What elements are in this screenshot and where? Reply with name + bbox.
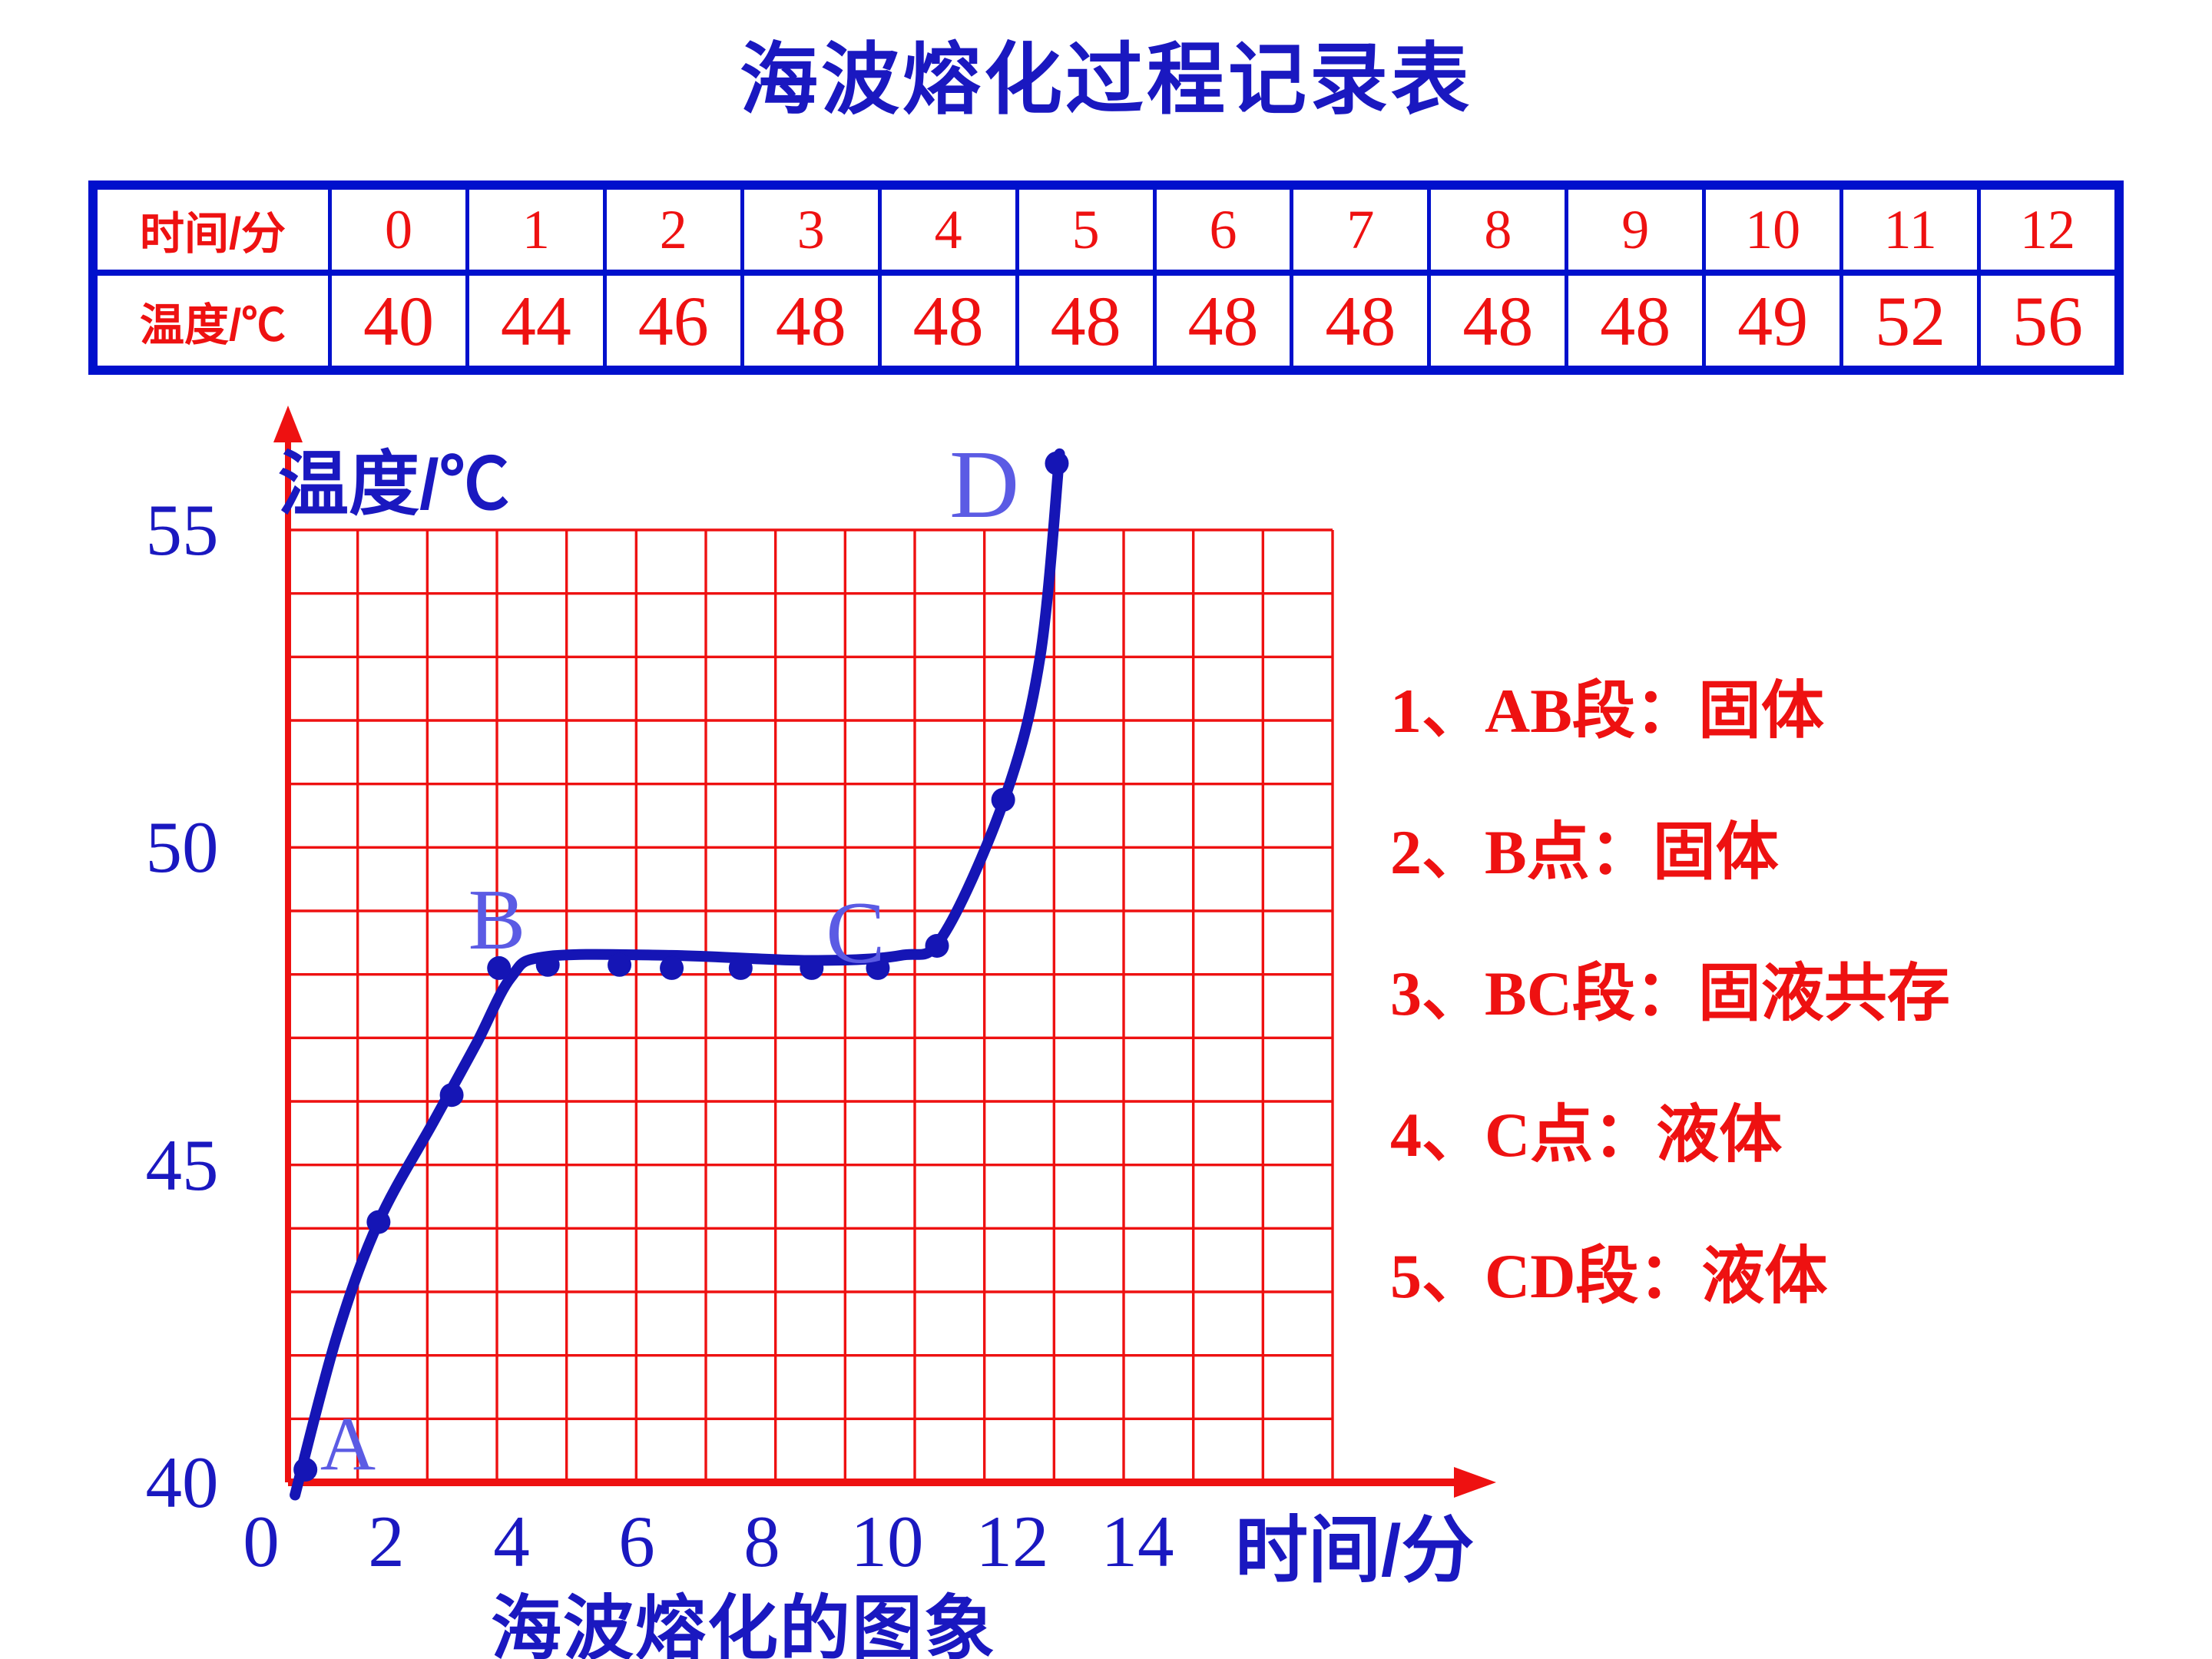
data-point-dot bbox=[608, 952, 632, 977]
y-axis-title: 温度/℃ bbox=[278, 445, 510, 524]
y-axis-arrow-icon bbox=[273, 406, 303, 442]
point-label-A: A bbox=[320, 1401, 376, 1487]
data-point-dot bbox=[728, 955, 753, 980]
data-point-dot bbox=[660, 955, 684, 980]
table-cell-time-10: 10 bbox=[1706, 190, 1840, 270]
annotation-item-1: 1、AB段：固体 bbox=[1390, 676, 1824, 746]
data-point-dot bbox=[1045, 451, 1069, 475]
y-tick-label-40: 40 bbox=[145, 1442, 219, 1523]
table-cell-temp-4: 48 bbox=[881, 276, 1015, 366]
annotation-item-5: 5、CD段：液体 bbox=[1390, 1241, 1828, 1311]
chart-caption: 海波熔化的图象 bbox=[490, 1590, 996, 1659]
annotation-item-2: 2、B点：固体 bbox=[1390, 817, 1779, 887]
annotation-item-3: 3、BC段：固液共存 bbox=[1390, 959, 1950, 1028]
table-cell-temp-2: 46 bbox=[606, 276, 740, 366]
x-axis-arrow-icon bbox=[1454, 1467, 1496, 1498]
table-row2-label: 温度/℃ bbox=[98, 276, 328, 366]
table-cell-temp-12: 56 bbox=[1981, 276, 2114, 366]
y-tick-label-55: 55 bbox=[145, 489, 219, 571]
table-cell-temp-5: 48 bbox=[1018, 276, 1153, 366]
data-point-dot bbox=[535, 952, 560, 977]
table-cell-time-8: 8 bbox=[1431, 190, 1565, 270]
table-cell-time-11: 11 bbox=[1843, 190, 1978, 270]
y-tick-label-50: 50 bbox=[145, 806, 219, 889]
x-tick-label-8: 8 bbox=[743, 1501, 780, 1582]
point-label-C: C bbox=[826, 883, 886, 982]
data-point-dot bbox=[439, 1083, 464, 1108]
annotation-item-4: 4、C点：液体 bbox=[1390, 1100, 1783, 1170]
x-tick-label-4: 4 bbox=[493, 1501, 530, 1582]
point-label-D: D bbox=[949, 432, 1020, 539]
data-point-dot bbox=[293, 1457, 318, 1482]
data-point-dot bbox=[366, 1210, 391, 1234]
table-cell-time-7: 7 bbox=[1293, 190, 1428, 270]
x-tick-label-12: 12 bbox=[975, 1501, 1049, 1582]
x-tick-label-2: 2 bbox=[368, 1501, 405, 1582]
data-point-dot bbox=[925, 933, 949, 958]
table-cell-temp-9: 48 bbox=[1568, 276, 1703, 366]
table-cell-temp-11: 52 bbox=[1843, 276, 1978, 366]
table-cell-temp-6: 48 bbox=[1156, 276, 1290, 366]
x-tick-label-6: 6 bbox=[618, 1501, 655, 1582]
table-cell-temp-10: 49 bbox=[1706, 276, 1840, 366]
x-tick-label-10: 10 bbox=[850, 1501, 924, 1582]
point-label-B: B bbox=[468, 873, 526, 969]
table-cell-temp-0: 40 bbox=[332, 276, 465, 366]
data-point-dot bbox=[991, 787, 1015, 812]
table-cell-temp-3: 48 bbox=[743, 276, 878, 366]
table-cell-time-12: 12 bbox=[1981, 190, 2114, 270]
x-axis-title: 时间/分 bbox=[1235, 1510, 1475, 1591]
table-cell-time-0: 0 bbox=[332, 190, 465, 270]
data-point-dot bbox=[487, 955, 512, 980]
table-cell-time-2: 2 bbox=[606, 190, 740, 270]
table-cell-temp-1: 44 bbox=[469, 276, 603, 366]
table-cell-time-1: 1 bbox=[469, 190, 603, 270]
table-cell-time-9: 9 bbox=[1568, 190, 1703, 270]
melting-record-table: 时间/分 0 1 2 3 4 5 6 7 8 9 10 11 12 温度/℃ 40 44 46 48 48 48 48 48… bbox=[88, 180, 2124, 375]
table-cell-time-3: 3 bbox=[743, 190, 878, 270]
table-cell-time-4: 4 bbox=[881, 190, 1015, 270]
data-point-dot bbox=[800, 955, 824, 980]
table-row1-label: 时间/分 bbox=[98, 190, 328, 270]
table-cell-temp-8: 48 bbox=[1431, 276, 1565, 366]
table-cell-time-6: 6 bbox=[1156, 190, 1290, 270]
x-tick-label-0: 0 bbox=[243, 1501, 280, 1582]
table-cell-time-5: 5 bbox=[1018, 190, 1153, 270]
x-tick-label-14: 14 bbox=[1101, 1501, 1174, 1582]
data-point-dot bbox=[866, 955, 890, 980]
y-tick-label-45: 45 bbox=[145, 1124, 219, 1206]
table-cell-temp-7: 48 bbox=[1293, 276, 1428, 366]
page-title: 海波熔化过程记录表 bbox=[740, 36, 1472, 124]
